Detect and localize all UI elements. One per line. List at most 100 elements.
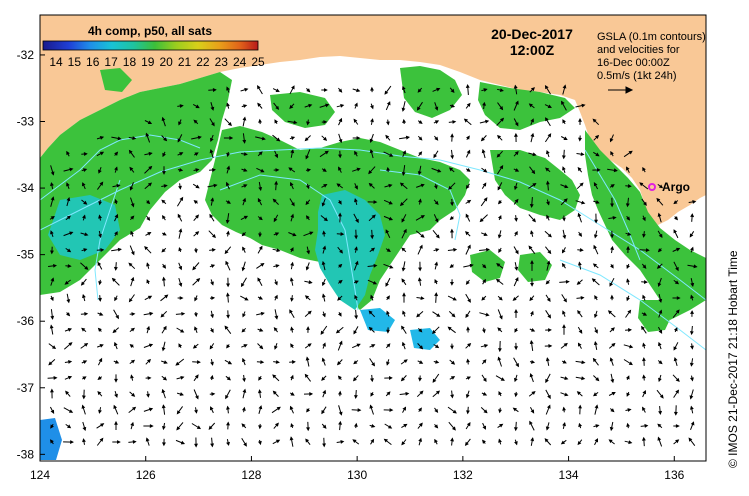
velocity-arrow-head xyxy=(403,359,408,364)
velocity-arrow-head xyxy=(274,294,278,300)
velocity-arrow-head xyxy=(373,263,378,268)
velocity-arrow-head xyxy=(384,90,389,95)
velocity-arrow-head xyxy=(146,393,150,398)
velocity-arrow-head xyxy=(291,85,295,90)
velocity-arrow-head xyxy=(416,106,421,111)
velocity-arrow-head xyxy=(515,100,519,105)
velocity-arrow-head xyxy=(50,315,55,320)
velocity-arrow-head xyxy=(389,375,393,380)
argo-symbol xyxy=(648,183,656,191)
velocity-arrow-head xyxy=(448,185,453,191)
velocity-arrow-head xyxy=(448,167,454,172)
velocity-arrow-head xyxy=(658,360,663,365)
velocity-arrow-head xyxy=(291,360,296,364)
velocity-arrow-head xyxy=(180,328,185,333)
velocity-arrow-head xyxy=(675,266,679,272)
velocity-arrow-head xyxy=(514,217,518,222)
velocity-arrow-head xyxy=(273,217,278,223)
velocity-arrow-head xyxy=(576,391,581,396)
velocity-arrow-head xyxy=(258,151,263,156)
velocity-arrow-head xyxy=(450,376,456,380)
velocity-arrow-head xyxy=(530,259,534,264)
velocity-arrow-head xyxy=(194,297,198,302)
velocity-arrow-head xyxy=(447,326,452,331)
velocity-arrow-head xyxy=(276,406,281,411)
velocity-arrow-head xyxy=(548,343,553,348)
velocity-arrow-head xyxy=(322,342,326,347)
velocity-arrow-head xyxy=(132,136,137,141)
velocity-arrow-head xyxy=(50,196,55,201)
velocity-arrow-head xyxy=(626,264,631,270)
velocity-arrow-head xyxy=(352,439,357,444)
velocity-arrow-head xyxy=(626,392,631,397)
velocity-arrow-head xyxy=(465,213,470,218)
velocity-arrow-head xyxy=(642,342,646,347)
velocity-arrow-head xyxy=(98,169,102,174)
velocity-arrow-head xyxy=(309,231,314,236)
velocity-arrow-head xyxy=(340,103,345,108)
velocity-arrow-head xyxy=(179,392,184,396)
velocity-arrow-head xyxy=(305,356,310,361)
velocity-arrow-head xyxy=(258,233,262,238)
velocity-arrow-head xyxy=(627,232,632,236)
velocity-arrow-head xyxy=(354,315,359,320)
velocity-arrow-head xyxy=(578,117,582,122)
velocity-arrow-head xyxy=(162,376,168,381)
velocity-arrow-head xyxy=(370,86,374,91)
velocity-arrow-head xyxy=(514,346,519,351)
time-label: 12:00Z xyxy=(510,42,555,58)
velocity-arrow-head xyxy=(84,312,89,316)
velocity-arrow-head xyxy=(466,168,471,172)
velocity-arrow-head xyxy=(69,231,74,236)
velocity-arrow-head xyxy=(50,277,55,282)
velocity-arrow-head xyxy=(210,361,214,366)
velocity-arrow-head xyxy=(289,181,294,187)
velocity-arrow-head xyxy=(642,233,646,238)
velocity-arrow-head xyxy=(465,84,470,88)
velocity-arrow-head xyxy=(289,247,294,252)
velocity-arrow-head xyxy=(160,313,165,318)
velocity-arrow-head xyxy=(210,281,214,286)
velocity-arrow-head xyxy=(242,357,246,363)
velocity-arrow-head xyxy=(257,440,262,446)
velocity-arrow-head xyxy=(658,341,662,347)
velocity-arrow-head xyxy=(642,264,647,269)
velocity-arrow-head xyxy=(146,325,151,330)
velocity-arrow-head xyxy=(530,437,535,442)
velocity-arrow-head xyxy=(418,328,423,333)
velocity-arrow-head xyxy=(49,388,54,393)
velocity-arrow-head xyxy=(657,423,662,428)
velocity-arrow-head xyxy=(98,281,102,286)
velocity-arrow-head xyxy=(161,214,166,220)
velocity-arrow-head xyxy=(274,119,279,124)
velocity-arrow-head xyxy=(484,344,489,348)
colorbar-tick-label: 14 xyxy=(49,55,63,69)
velocity-arrow-head xyxy=(337,375,342,380)
velocity-arrow-head xyxy=(594,438,598,443)
velocity-arrow-head xyxy=(53,376,58,380)
velocity-arrow-head xyxy=(463,118,468,123)
velocity-arrow-head xyxy=(226,283,231,288)
velocity-arrow-head xyxy=(161,171,166,175)
velocity-arrow-head xyxy=(48,361,53,366)
velocity-arrow-head xyxy=(370,118,374,123)
velocity-arrow-head xyxy=(449,282,454,286)
y-tick-label: -36 xyxy=(17,314,35,328)
velocity-arrow-head xyxy=(416,313,421,318)
velocity-arrow-head xyxy=(401,171,406,176)
velocity-arrow-head xyxy=(259,328,264,332)
velocity-arrow-head xyxy=(305,266,310,271)
velocity-arrow-head xyxy=(386,101,391,106)
velocity-arrow-head xyxy=(114,420,118,425)
velocity-arrow-head xyxy=(196,278,201,283)
velocity-arrow-head xyxy=(530,87,535,92)
velocity-arrow-head xyxy=(49,324,54,329)
velocity-arrow-head xyxy=(433,185,438,190)
velocity-arrow-head xyxy=(258,296,263,300)
velocity-arrow-head xyxy=(321,357,326,362)
velocity-arrow-head xyxy=(305,215,310,220)
velocity-arrow-head xyxy=(418,120,423,124)
velocity-arrow-head xyxy=(417,277,422,282)
velocity-arrow-head xyxy=(466,102,471,108)
velocity-arrow-head xyxy=(545,117,549,122)
